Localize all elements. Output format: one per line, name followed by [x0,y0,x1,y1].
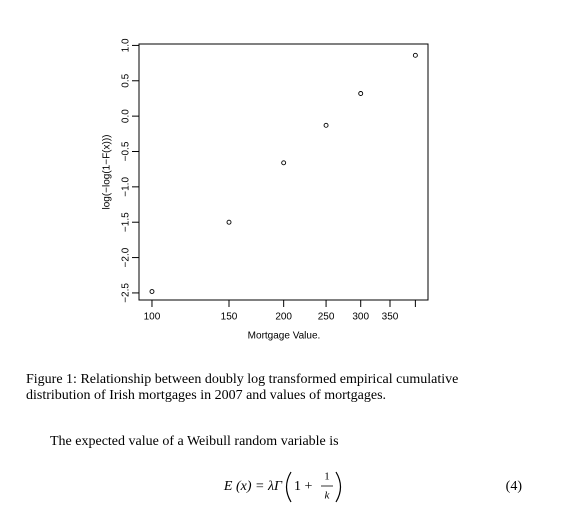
paren [285,471,292,503]
y-tick-label: −1.5 [121,212,132,232]
y-tick-label: −2.0 [121,247,132,267]
y-tick-label: −0.5 [121,141,132,161]
y-tick-label: 0.5 [121,73,132,87]
x-tick-label: 350 [382,312,399,323]
point [358,91,364,96]
caption-line: Figure 1: Relationship between doubly lo… [26,372,458,387]
equation-number: (4) [506,479,523,494]
point [281,160,287,166]
x-tick-label: 200 [275,312,292,323]
equation-lhs: E (x) = λΓ [223,479,283,494]
equation-denominator: k [325,490,331,502]
plot-frame [138,43,429,301]
point [323,122,329,128]
point [412,52,418,58]
x-tick-label: 100 [144,312,161,323]
y-tick-label: 0.0 [121,109,132,123]
y-tick-label: 1.0 [121,38,132,52]
paragraph: The expected value of a Weibull random v… [50,434,339,449]
x-tick-label: 300 [352,312,369,323]
x-tick-label: 250 [318,312,335,323]
x-axis-label: Mortgage Value. [248,331,321,342]
equation-numerator: 1 [324,471,330,483]
caption-line: distribution of Irish mortgages in 2007 … [26,388,386,403]
equation-inner: 1 + [294,479,313,494]
point [226,219,232,225]
point [149,289,155,294]
y-tick-label: −1.0 [121,177,132,197]
y-axis-label: log(−log(1−F(x))) [102,134,113,209]
paren [335,471,342,503]
x-tick-label: 150 [221,312,238,323]
y-tick-label: −2.5 [121,283,132,303]
